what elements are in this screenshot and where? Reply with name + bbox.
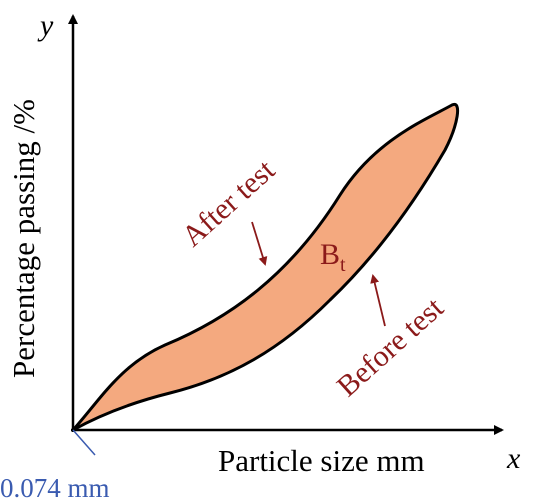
x-axis-label: Particle size mm xyxy=(218,443,425,478)
region-label-main: B xyxy=(320,238,340,271)
y-axis-label: Percentage passing /% xyxy=(6,99,41,378)
before-test-arrow xyxy=(370,274,386,327)
origin-leader-line xyxy=(72,429,96,456)
after-test-arrow xyxy=(251,221,268,266)
after-test-label: After test xyxy=(176,153,282,253)
y-axis-symbol: y xyxy=(37,9,54,42)
region-label-subscript: t xyxy=(340,254,346,276)
x-axis-symbol: x xyxy=(506,442,521,475)
before-test-label: Before test xyxy=(331,291,451,403)
region-label: Bt xyxy=(320,238,346,276)
difference-region xyxy=(71,102,460,432)
origin-label: 0.074 mm xyxy=(0,473,110,503)
